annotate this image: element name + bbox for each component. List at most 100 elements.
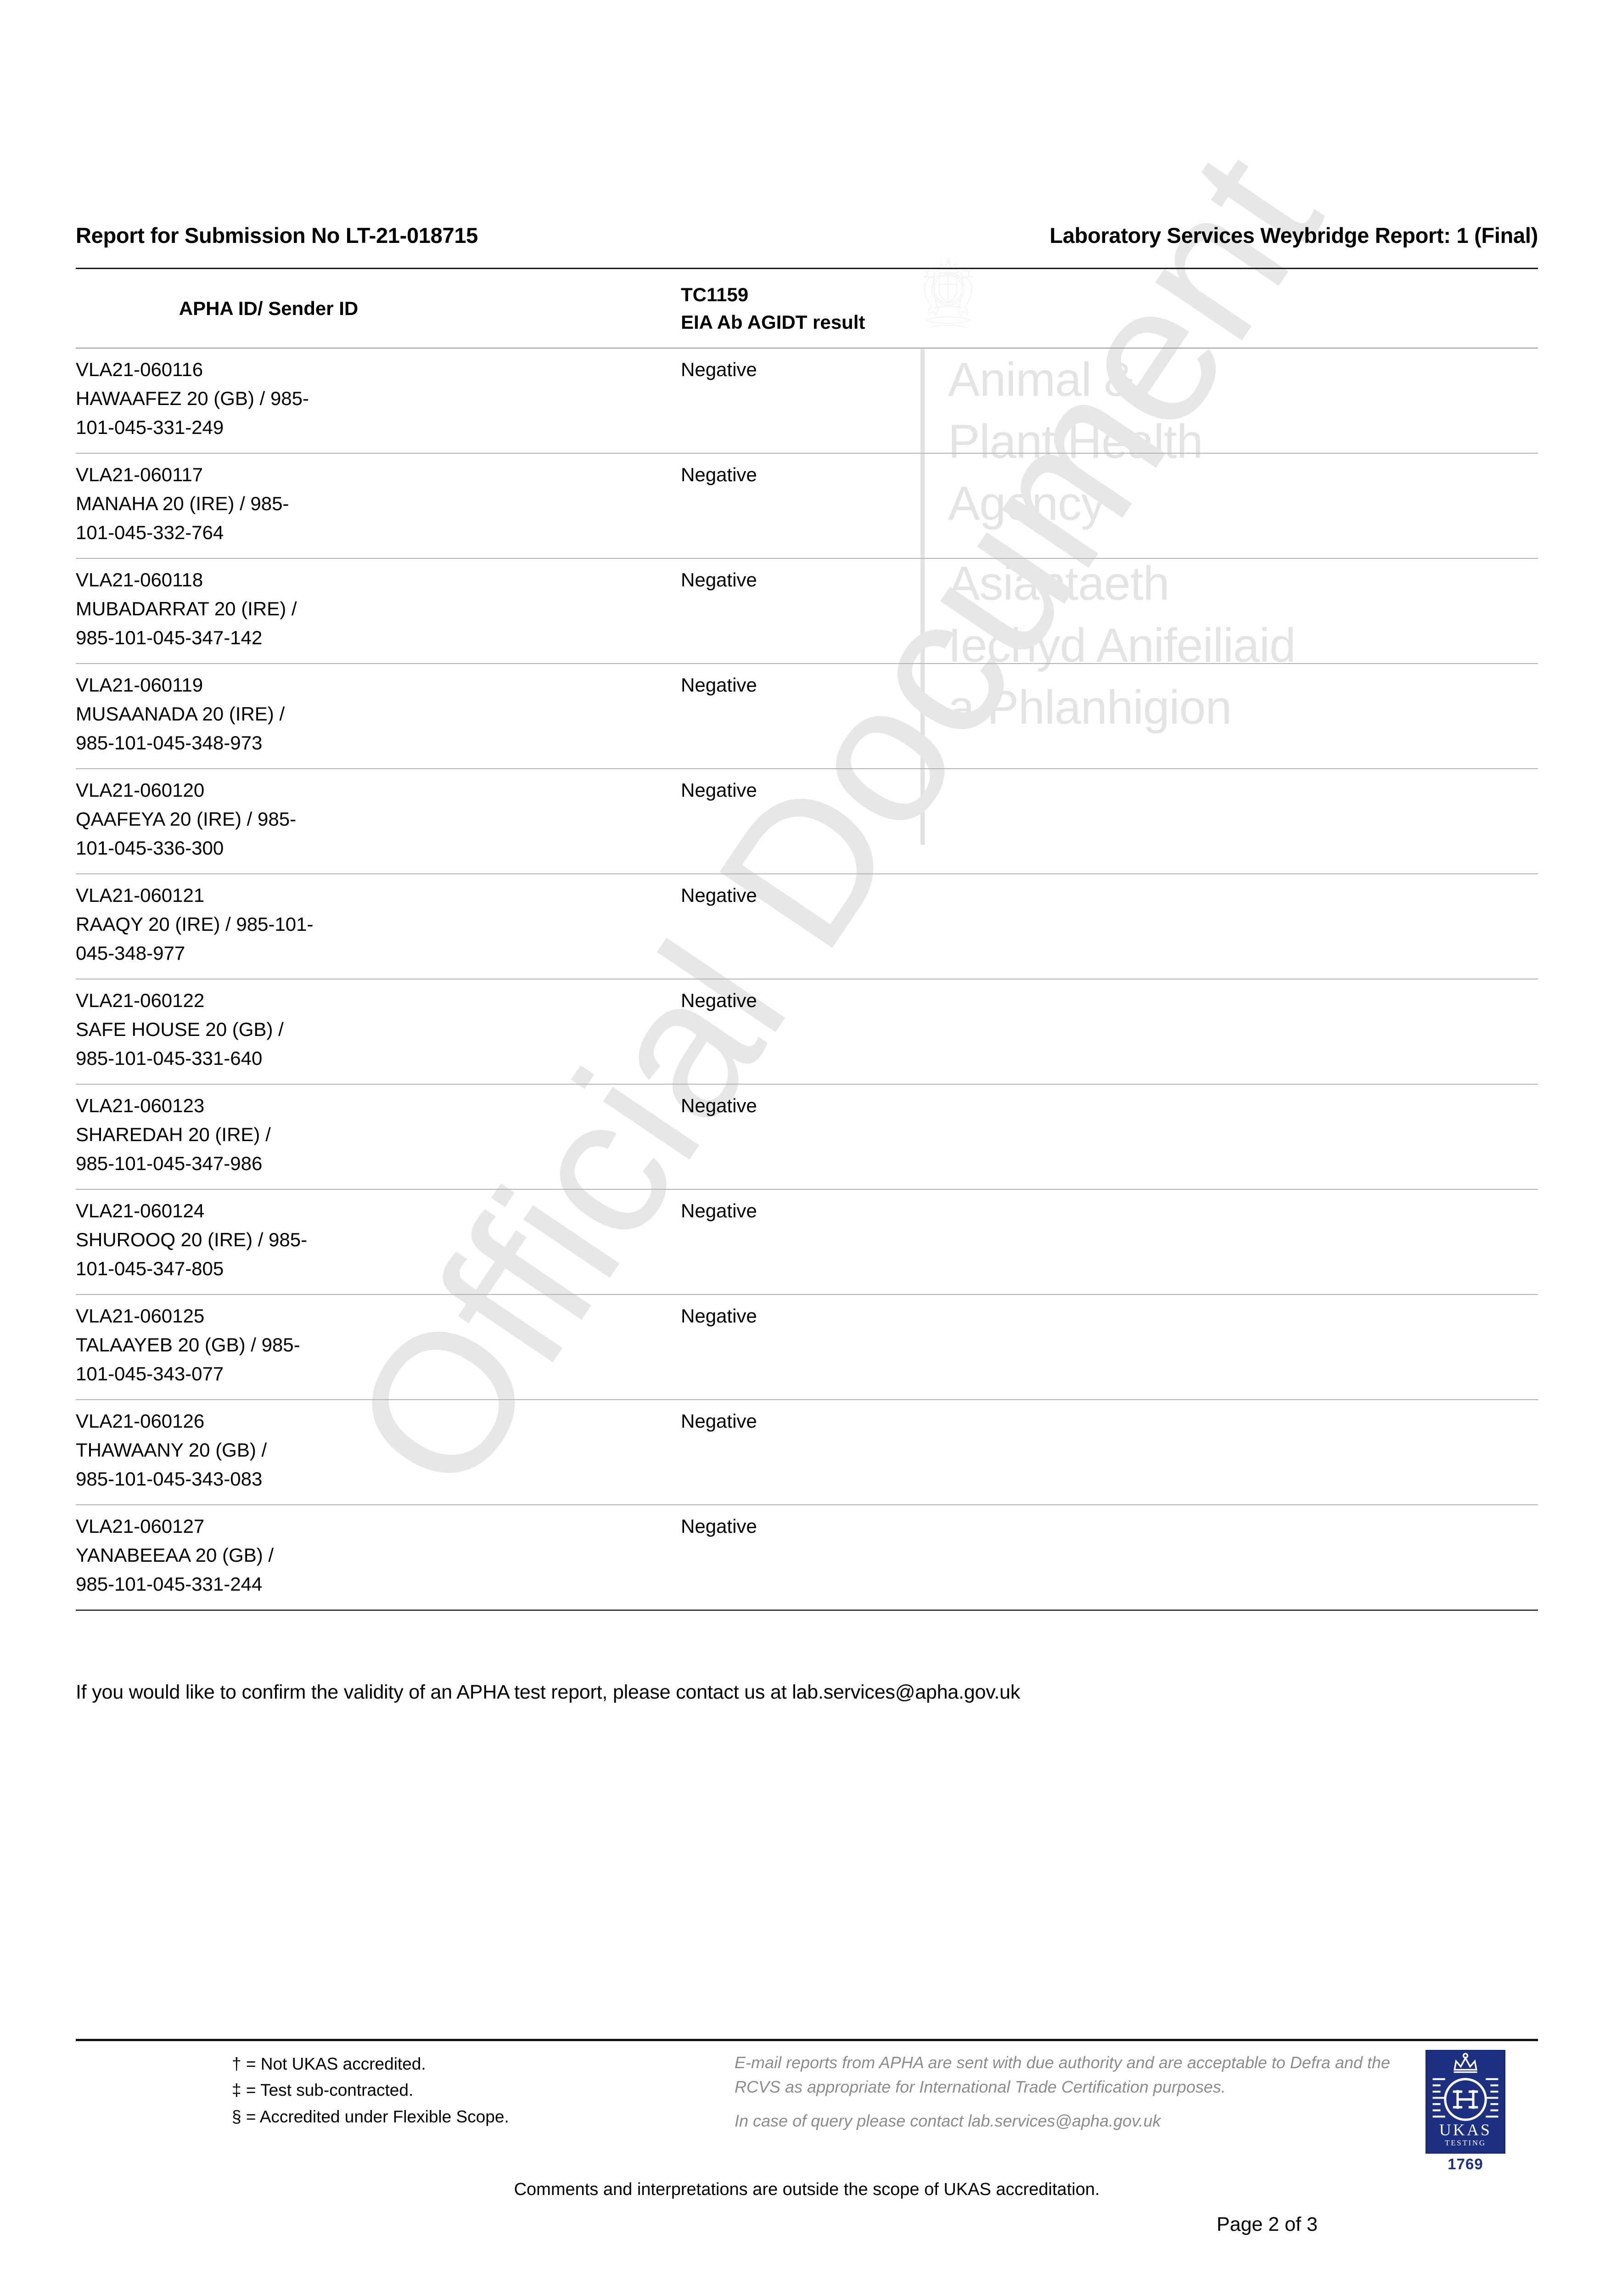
cell-apha-id: VLA21-060127 YANABEEAA 20 (GB) / 985-101… <box>76 1505 544 1611</box>
cell-apha-id: VLA21-060116 HAWAAFEZ 20 (GB) / 985- 101… <box>76 348 544 454</box>
sender-id-line-2: 045-348-977 <box>76 942 185 964</box>
cell-apha-id: VLA21-060119 MUSAANADA 20 (IRE) / 985-10… <box>76 664 544 770</box>
footer-divider <box>76 2039 1538 2041</box>
cell-apha-id: VLA21-060117 MANAHA 20 (IRE) / 985- 101-… <box>76 453 544 559</box>
email-disclaimer: E-mail reports from APHA are sent with d… <box>735 2051 1414 2133</box>
cell-result: Negative <box>544 769 1538 875</box>
sender-id-line-1: MANAHA 20 (IRE) / 985- <box>76 493 289 515</box>
cell-result: Negative <box>544 664 1538 770</box>
table-row: VLA21-060121 RAAQY 20 (IRE) / 985-101- 0… <box>76 874 1538 980</box>
sender-id-line-1: THAWAANY 20 (GB) / <box>76 1439 267 1461</box>
sender-id-line-1: RAAQY 20 (IRE) / 985-101- <box>76 913 314 935</box>
apha-id-line: VLA21-060123 <box>76 1095 205 1117</box>
table-row: VLA21-060124 SHUROOQ 20 (IRE) / 985- 101… <box>76 1189 1538 1295</box>
sender-id-line-2: 101-045-343-077 <box>76 1363 224 1385</box>
column-header-apha-id-label: APHA ID/ Sender ID <box>179 297 359 319</box>
cell-result: Negative <box>544 1294 1538 1401</box>
result-value: Negative <box>681 674 757 696</box>
sender-id-line-1: SAFE HOUSE 20 (GB) / <box>76 1019 284 1041</box>
result-value: Negative <box>681 1410 757 1432</box>
apha-id-block: VLA21-060116 HAWAAFEZ 20 (GB) / 985- 101… <box>76 349 544 453</box>
result-value: Negative <box>681 464 757 486</box>
svg-text:TESTING: TESTING <box>1445 2138 1486 2147</box>
column-header-result-labels: TC1159 EIA Ab AGIDT result <box>544 269 1538 348</box>
apha-id-line: VLA21-060126 <box>76 1410 205 1432</box>
cell-result: Negative <box>544 1505 1538 1611</box>
ukas-accreditation-number: 1769 <box>1448 2155 1483 2172</box>
cell-result: Negative <box>544 1084 1538 1190</box>
apha-id-line: VLA21-060125 <box>76 1305 205 1327</box>
apha-id-line: VLA21-060127 <box>76 1515 205 1537</box>
apha-id-block: VLA21-060119 MUSAANADA 20 (IRE) / 985-10… <box>76 664 544 768</box>
cell-apha-id: VLA21-060124 SHUROOQ 20 (IRE) / 985- 101… <box>76 1189 544 1295</box>
result-value: Negative <box>681 990 757 1012</box>
disclaimer-paragraph-1: E-mail reports from APHA are sent with d… <box>735 2053 1391 2096</box>
cell-apha-id: VLA21-060122 SAFE HOUSE 20 (GB) / 985-10… <box>76 979 544 1085</box>
apha-id-line: VLA21-060121 <box>76 884 205 906</box>
results-table: APHA ID/ Sender ID TC1159 EIA Ab AGIDT r… <box>76 268 1538 1611</box>
table-row: VLA21-060116 HAWAAFEZ 20 (GB) / 985- 101… <box>76 348 1538 454</box>
apha-id-block: VLA21-060123 SHAREDAH 20 (IRE) / 985-101… <box>76 1085 544 1189</box>
sender-id-line-1: TALAAYEB 20 (GB) / 985- <box>76 1334 300 1356</box>
apha-id-line: VLA21-060116 <box>76 359 203 381</box>
validity-contact-note: If you would like to confirm the validit… <box>76 1681 1021 1703</box>
submission-title: Report for Submission No LT-21-018715 <box>76 223 478 248</box>
sender-id-line-2: 101-045-347-805 <box>76 1258 224 1280</box>
sender-id-line-1: HAWAAFEZ 20 (GB) / 985- <box>76 388 309 410</box>
apha-id-block: VLA21-060122 SAFE HOUSE 20 (GB) / 985-10… <box>76 979 544 1084</box>
apha-id-line: VLA21-060117 <box>76 464 203 486</box>
sender-id-line-2: 101-045-332-764 <box>76 522 224 544</box>
apha-id-block: VLA21-060124 SHUROOQ 20 (IRE) / 985- 101… <box>76 1190 544 1294</box>
results-table-head: APHA ID/ Sender ID TC1159 EIA Ab AGIDT r… <box>76 268 1538 349</box>
sender-id-line-1: MUBADARRAT 20 (IRE) / <box>76 598 297 620</box>
apha-id-line: VLA21-060124 <box>76 1200 205 1222</box>
cell-result: Negative <box>544 453 1538 559</box>
sender-id-line-2: 985-101-045-343-083 <box>76 1468 263 1490</box>
column-header-test-name: EIA Ab AGIDT result <box>681 311 865 333</box>
apha-id-block: VLA21-060117 MANAHA 20 (IRE) / 985- 101-… <box>76 454 544 558</box>
cell-apha-id: VLA21-060126 THAWAANY 20 (GB) / 985-101-… <box>76 1400 544 1506</box>
cell-result: Negative <box>544 348 1538 454</box>
result-value: Negative <box>681 884 757 906</box>
apha-id-line: VLA21-060120 <box>76 779 205 801</box>
apha-id-block: VLA21-060125 TALAAYEB 20 (GB) / 985- 101… <box>76 1295 544 1399</box>
sender-id-line-1: SHAREDAH 20 (IRE) / <box>76 1124 271 1146</box>
legend-not-ukas-accredited: † = Not UKAS accredited. <box>232 2054 426 2073</box>
sender-id-line-2: 985-101-045-331-640 <box>76 1047 263 1069</box>
legend-test-sub-contracted: ‡ = Test sub-contracted. <box>232 2081 414 2100</box>
table-row: VLA21-060118 MUBADARRAT 20 (IRE) / 985-1… <box>76 558 1538 664</box>
apha-id-block: VLA21-060120 QAAFEYA 20 (IRE) / 985- 101… <box>76 769 544 873</box>
apha-id-line: VLA21-060122 <box>76 990 205 1012</box>
column-header-test-code: TC1159 <box>681 284 749 305</box>
result-value: Negative <box>681 359 757 381</box>
cell-result: Negative <box>544 979 1538 1085</box>
footer: † = Not UKAS accredited. ‡ = Test sub-co… <box>76 2044 1538 2172</box>
ukas-crown-icon: UKAS TESTING <box>1432 2053 1499 2147</box>
result-value: Negative <box>681 779 757 801</box>
result-value: Negative <box>681 1515 757 1537</box>
table-row: VLA21-060127 YANABEEAA 20 (GB) / 985-101… <box>76 1505 1538 1611</box>
ukas-scope-comment: Comments and interpretations are outside… <box>514 2180 1100 2199</box>
result-value: Negative <box>681 1200 757 1222</box>
column-header-result: TC1159 EIA Ab AGIDT result <box>544 268 1538 349</box>
svg-text:UKAS: UKAS <box>1439 2121 1492 2139</box>
page-number: Page 2 of 3 <box>1217 2213 1318 2235</box>
cell-apha-id: VLA21-060120 QAAFEYA 20 (IRE) / 985- 101… <box>76 769 544 875</box>
cell-result: Negative <box>544 558 1538 664</box>
result-value: Negative <box>681 1095 757 1117</box>
sender-id-line-1: MUSAANADA 20 (IRE) / <box>76 703 285 725</box>
cell-apha-id: VLA21-060125 TALAAYEB 20 (GB) / 985- 101… <box>76 1294 544 1401</box>
table-header-row: APHA ID/ Sender ID TC1159 EIA Ab AGIDT r… <box>76 268 1538 349</box>
result-value: Negative <box>681 1305 757 1327</box>
sender-id-line-2: 985-101-045-331-244 <box>76 1573 263 1595</box>
cell-apha-id: VLA21-060121 RAAQY 20 (IRE) / 985-101- 0… <box>76 874 544 980</box>
legend-flexible-scope: § = Accredited under Flexible Scope. <box>232 2107 509 2126</box>
laboratory-report-title: Laboratory Services Weybridge Report: 1 … <box>1050 223 1538 248</box>
cell-apha-id: VLA21-060123 SHAREDAH 20 (IRE) / 985-101… <box>76 1084 544 1190</box>
table-row: VLA21-060125 TALAAYEB 20 (GB) / 985- 101… <box>76 1294 1538 1401</box>
apha-id-line: VLA21-060119 <box>76 674 203 696</box>
accreditation-legend: † = Not UKAS accredited. ‡ = Test sub-co… <box>232 2051 718 2130</box>
sender-id-line-2: 101-045-336-300 <box>76 837 224 859</box>
